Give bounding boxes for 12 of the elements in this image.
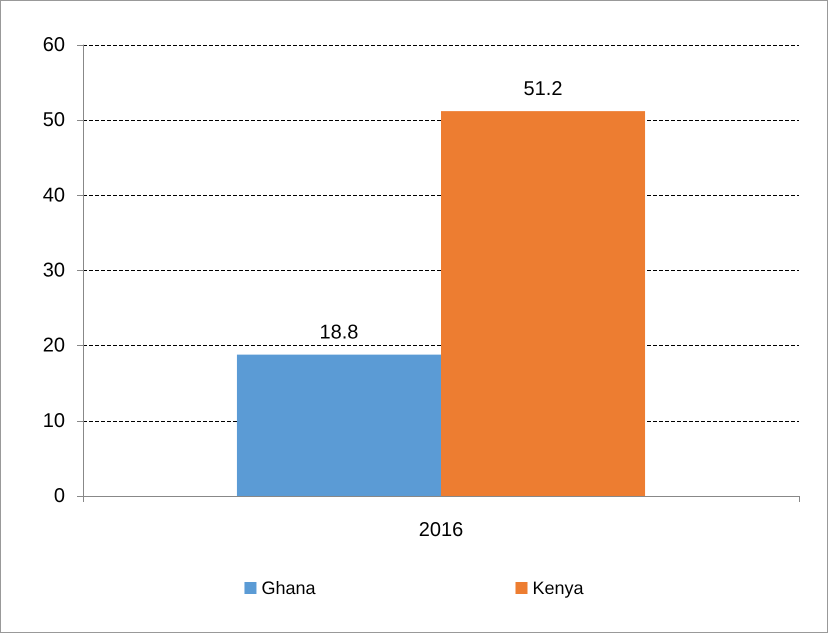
y-tick-label: 30 xyxy=(42,260,65,282)
y-tick-label: 20 xyxy=(42,334,65,357)
y-tick-label: 40 xyxy=(42,184,65,206)
legend-label: Kenya xyxy=(532,578,585,598)
x-tick-label: 2016 xyxy=(418,519,464,541)
legend-label: Ghana xyxy=(261,578,316,598)
data-label: 51.2 xyxy=(524,78,562,100)
data-label: 18.8 xyxy=(320,322,358,344)
y-tick-label: 60 xyxy=(42,34,65,56)
y-tick-label: 50 xyxy=(42,109,65,132)
y-tick-label: 0 xyxy=(54,485,65,507)
y-tick-label: 10 xyxy=(42,410,65,432)
